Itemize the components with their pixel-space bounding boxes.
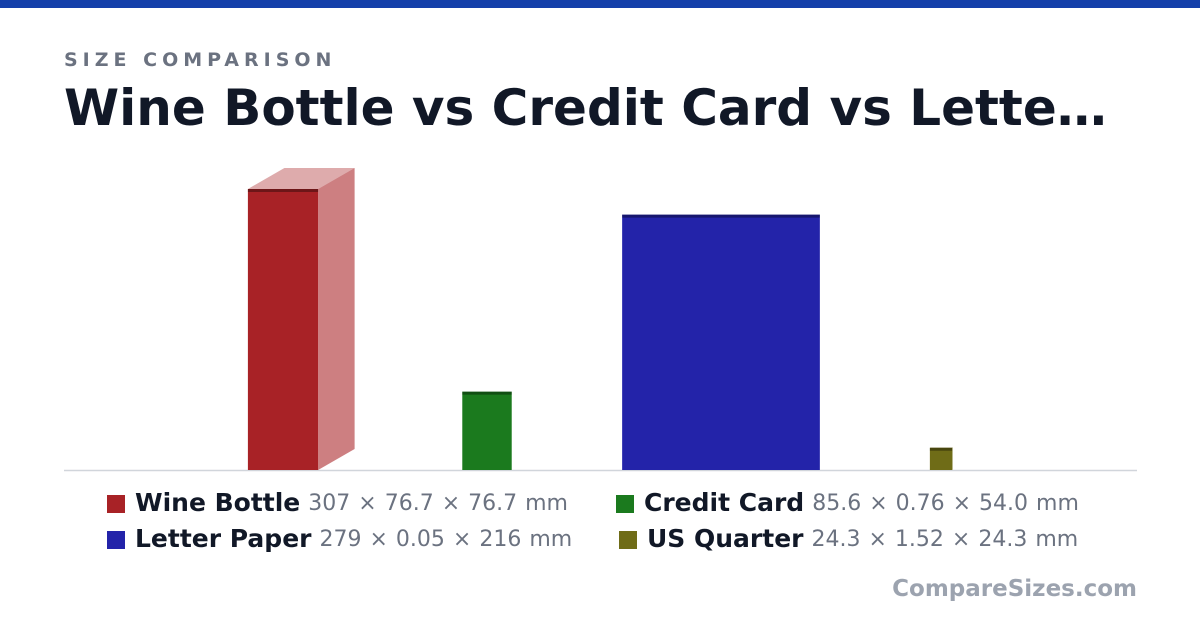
subtitle: SIZE COMPARISON	[64, 49, 336, 71]
legend-swatch	[619, 531, 637, 549]
legend-separator: ×	[868, 527, 886, 552]
box-front	[622, 214, 820, 470]
legend-separator: ×	[869, 491, 887, 516]
legend-separator: ×	[952, 527, 970, 552]
box-front	[462, 391, 512, 470]
legend-entry: Credit Card 85.6 × 0.76 × 54.0 mm	[644, 488, 1079, 517]
legend-dimension: 54.0	[979, 491, 1028, 516]
box-top	[247, 167, 355, 189]
legend-name: Wine Bottle	[135, 488, 300, 517]
chart-title: Wine Bottle vs Credit Card vs Lette…	[64, 79, 1107, 137]
legend-dimension: 24.3	[812, 527, 861, 552]
legend-dimension: 24.3	[978, 527, 1027, 552]
box-edge	[929, 447, 953, 451]
legend-name: Credit Card	[644, 488, 804, 517]
legend-unit: mm	[529, 527, 572, 552]
legend-dimension: 216	[479, 527, 521, 552]
box-front	[929, 447, 953, 470]
legend-dimension: 0.05	[396, 527, 445, 552]
box-edge	[622, 214, 820, 218]
legend-dimension: 85.6	[812, 491, 861, 516]
legend-dimension: 307	[308, 491, 350, 516]
legend-unit: mm	[525, 491, 568, 516]
box-side	[318, 167, 355, 471]
legend-dimension: 0.76	[896, 491, 945, 516]
legend-name: Letter Paper	[135, 524, 312, 553]
legend-swatch	[107, 531, 125, 549]
legend-separator: ×	[358, 491, 376, 516]
legend-entry: US Quarter 24.3 × 1.52 × 24.3 mm	[647, 524, 1078, 553]
legend-entry: Wine Bottle 307 × 76.7 × 76.7 mm	[135, 488, 568, 517]
legend-name: US Quarter	[647, 524, 804, 553]
watermark: CompareSizes.com	[892, 576, 1137, 602]
box-edge	[247, 189, 319, 192]
box-side	[952, 447, 953, 470]
legend-swatch	[616, 495, 634, 513]
legend-entry: Letter Paper 279 × 0.05 × 216 mm	[135, 524, 572, 553]
top-bar	[0, 0, 1200, 8]
legend-unit: mm	[1035, 527, 1078, 552]
legend-dimension: 76.7	[468, 491, 517, 516]
legend-dimension: 279	[319, 527, 361, 552]
box-front	[247, 189, 319, 470]
legend-unit: mm	[1036, 491, 1079, 516]
box-edge	[462, 391, 512, 395]
legend-swatch	[107, 495, 125, 513]
legend-dimension: 76.7	[385, 491, 434, 516]
legend-separator: ×	[369, 527, 387, 552]
legend-separator: ×	[953, 491, 971, 516]
legend-dimension: 1.52	[895, 527, 944, 552]
legend-separator: ×	[453, 527, 471, 552]
legend-separator: ×	[442, 491, 460, 516]
